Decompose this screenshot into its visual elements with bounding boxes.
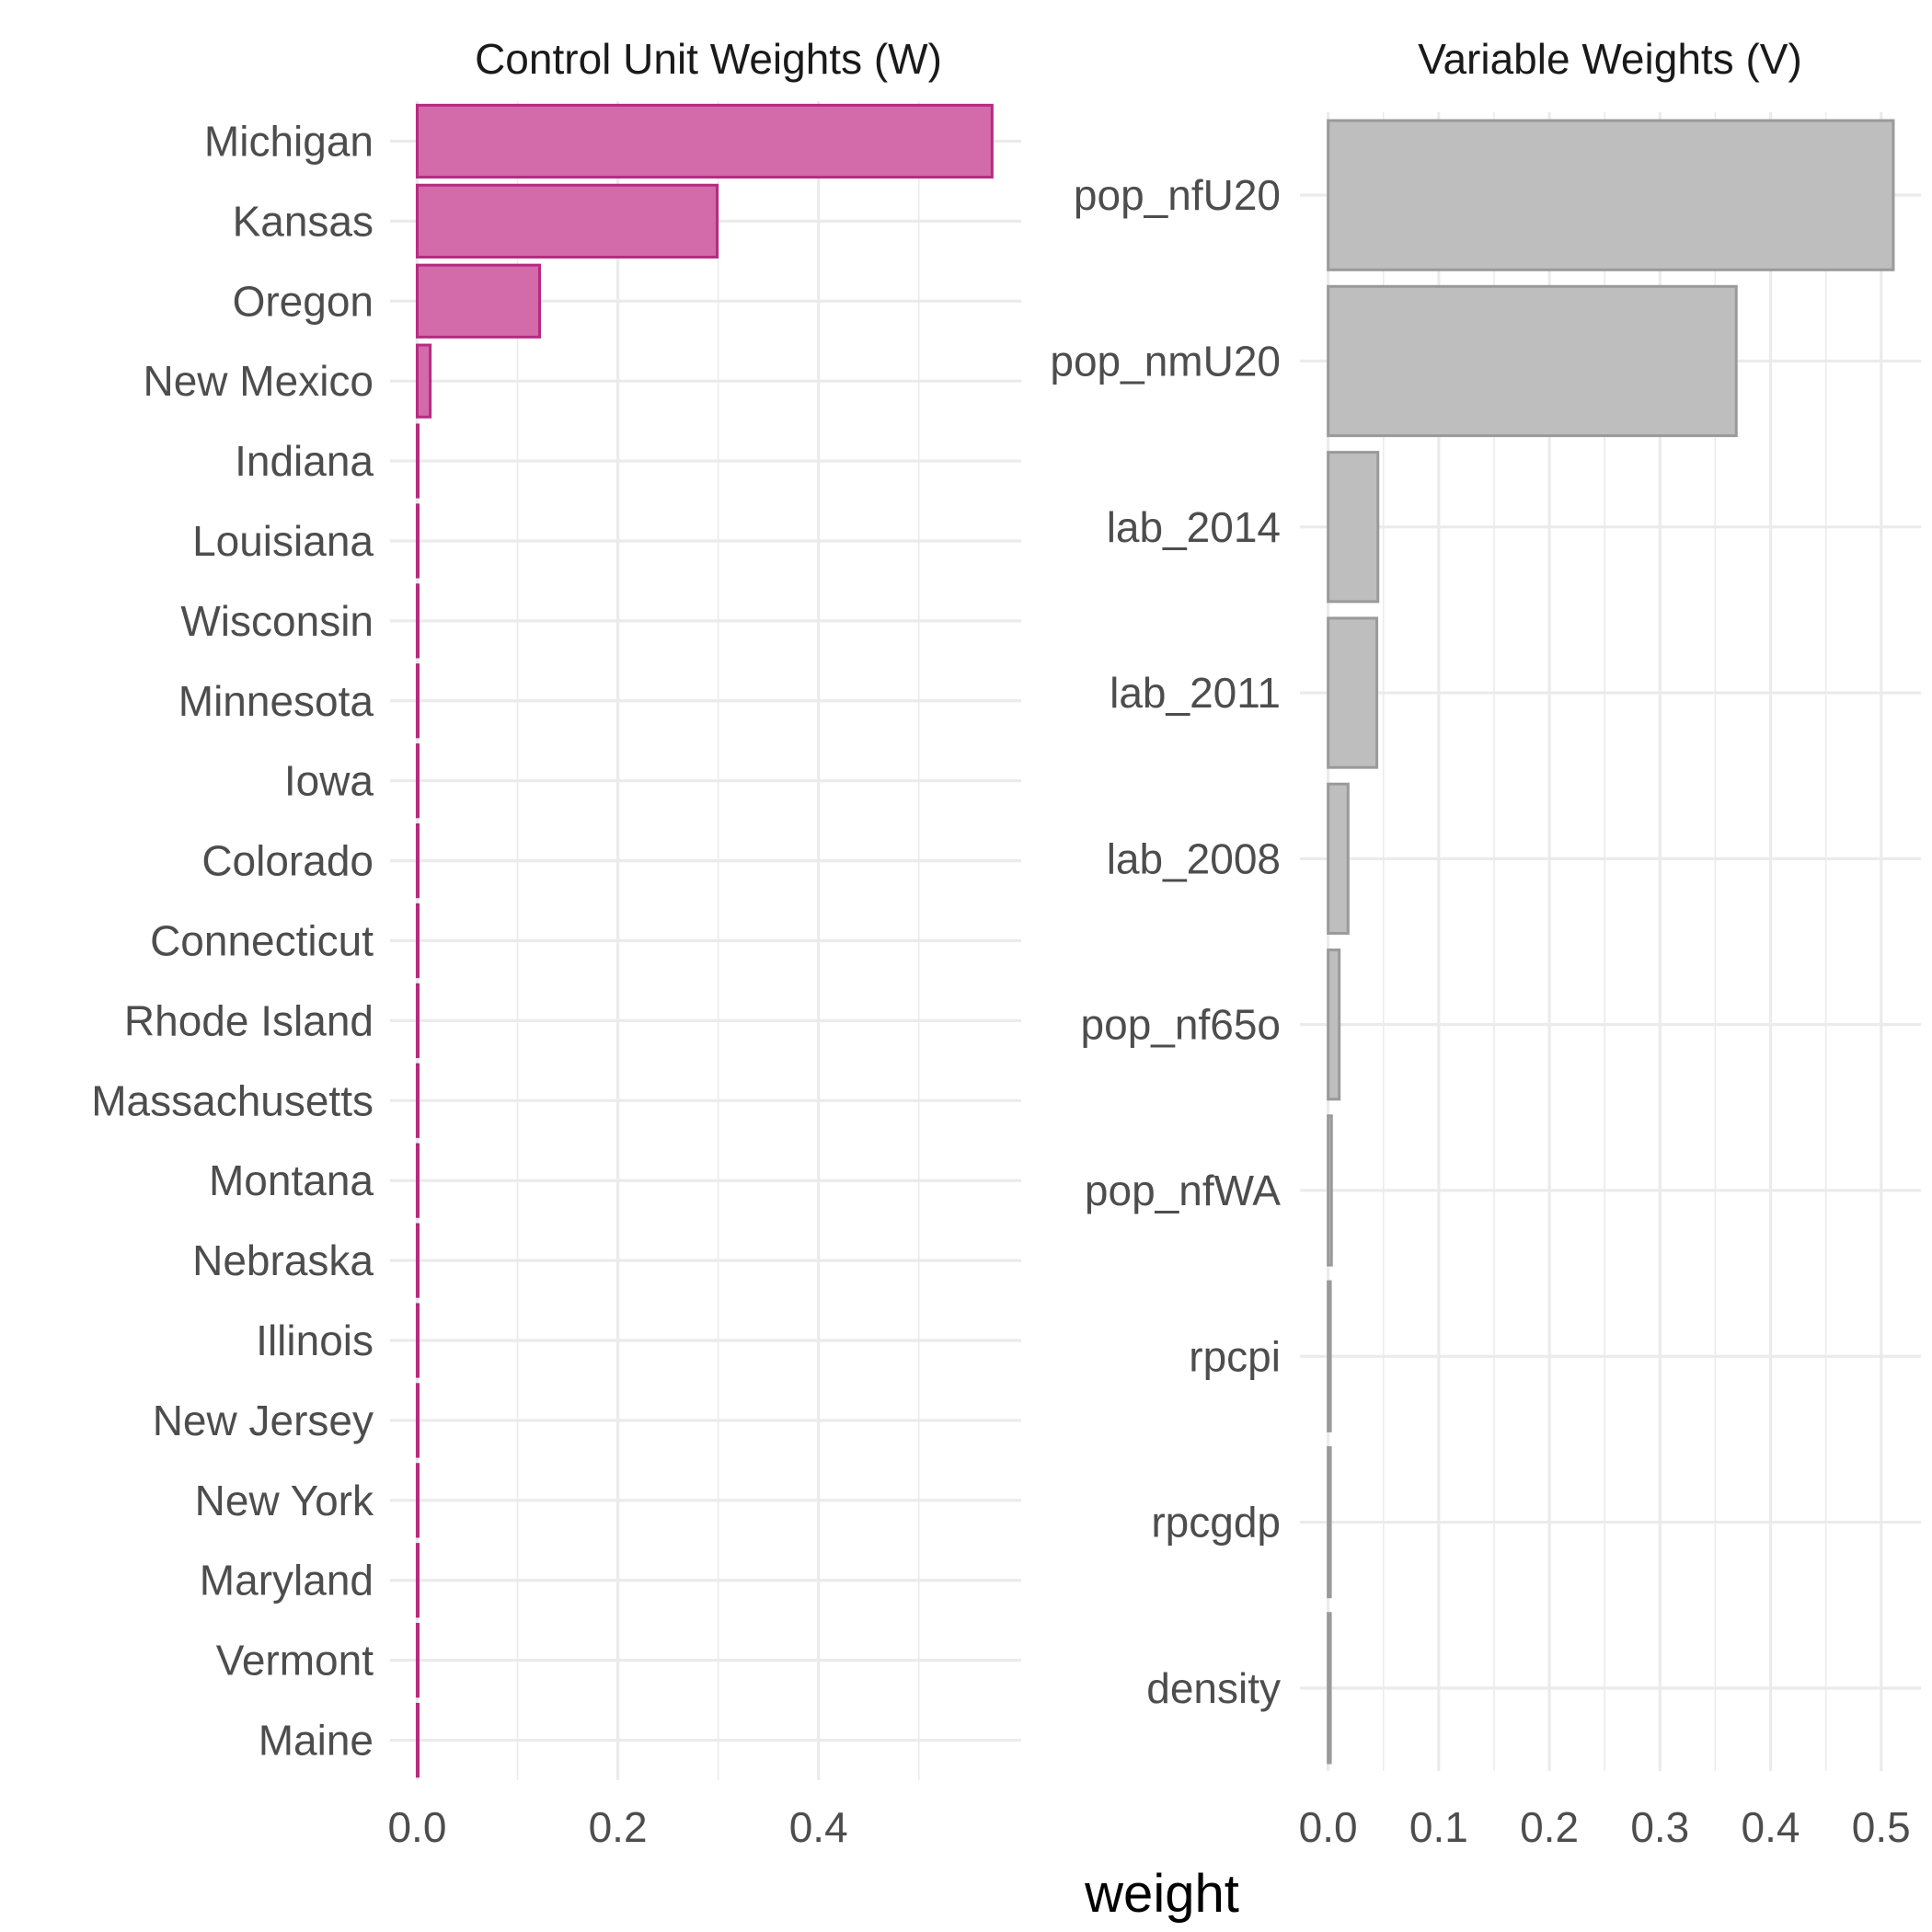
bar-rpcgdp xyxy=(1327,1445,1332,1599)
x-tick-label: 0.1 xyxy=(1409,1803,1468,1851)
category-label-montana: Montana xyxy=(209,1156,374,1204)
bar-new-jersey xyxy=(415,1383,420,1458)
bar-connecticut xyxy=(415,903,420,979)
x-tick-label: 0.0 xyxy=(1299,1803,1358,1851)
x-tick-label: 0.4 xyxy=(1742,1803,1800,1851)
category-label-vermont: Vermont xyxy=(216,1637,374,1685)
control-unit-weights-bars xyxy=(415,103,994,1778)
category-label-iowa: Iowa xyxy=(284,757,374,805)
control-unit-weights-panel: Michigan Kansas Oregon New Mexico Indiana Lou… xyxy=(91,35,1021,1851)
x-tick-label: 0.3 xyxy=(1630,1803,1689,1851)
category-label-pop-nf65o: pop_nf65o xyxy=(1081,1001,1281,1049)
variable-weights-category-labels: pop_nfU20 pop_nmU20 lab_2014 lab_2011 lab_20… xyxy=(1050,171,1281,1712)
bar-lab-2008 xyxy=(1327,782,1350,935)
bar-maryland xyxy=(415,1543,420,1618)
bar-vermont xyxy=(415,1623,420,1698)
category-label-indiana: Indiana xyxy=(235,437,374,485)
category-label-new-york: New York xyxy=(195,1477,374,1524)
category-label-pop-nfwa: pop_nfWA xyxy=(1085,1167,1281,1214)
bar-indiana xyxy=(415,423,420,499)
category-label-minnesota: Minnesota xyxy=(178,677,374,725)
category-label-kansas: Kansas xyxy=(233,197,374,245)
category-label-lab-2008: lab_2008 xyxy=(1107,834,1281,882)
category-label-nebraska: Nebraska xyxy=(192,1236,374,1284)
x-tick-label: 0.4 xyxy=(789,1803,848,1851)
bar-minnesota xyxy=(415,663,420,739)
bar-pop-nfu20 xyxy=(1327,119,1895,271)
bar-nebraska xyxy=(415,1223,420,1298)
x-tick-label: 0.5 xyxy=(1852,1803,1911,1851)
category-label-maine: Maine xyxy=(259,1717,374,1765)
category-label-maryland: Maryland xyxy=(200,1557,374,1604)
bar-lab-2014 xyxy=(1327,451,1380,604)
bar-rpcpi xyxy=(1327,1280,1332,1432)
category-label-louisiana: Louisiana xyxy=(192,517,374,565)
category-label-lab-2014: lab_2014 xyxy=(1107,503,1281,551)
bar-montana xyxy=(415,1143,420,1218)
variable-weights-title: Variable Weights (V) xyxy=(1418,35,1802,83)
control-unit-weights-title: Control Unit Weights (W) xyxy=(475,35,942,83)
category-label-new-jersey: New Jersey xyxy=(153,1397,374,1444)
bar-new-york xyxy=(415,1463,420,1538)
x-tick-label: 0.0 xyxy=(387,1803,446,1851)
bar-density xyxy=(1327,1612,1332,1765)
category-label-new-mexico: New Mexico xyxy=(143,357,374,405)
x-tick-label: 0.2 xyxy=(1520,1803,1579,1851)
control-unit-weights-category-labels: Michigan Kansas Oregon New Mexico Indiana Lou… xyxy=(91,117,374,1764)
bar-kansas xyxy=(415,183,719,259)
category-label-colorado: Colorado xyxy=(201,837,374,885)
category-label-michigan: Michigan xyxy=(204,117,374,165)
variable-weights-tick-labels: 0.0 0.1 0.2 0.3 0.4 0.5 xyxy=(1299,1803,1911,1851)
control-unit-weights-tick-labels: 0.0 0.2 0.4 xyxy=(387,1803,847,1851)
category-label-massachusetts: Massachusetts xyxy=(91,1076,374,1124)
category-label-lab-2011: lab_2011 xyxy=(1110,669,1281,717)
variable-weights-panel: pop_nfU20 pop_nmU20 lab_2014 lab_2011 lab_20… xyxy=(1050,35,1921,1851)
bar-maine xyxy=(415,1702,420,1778)
bar-rhode-island xyxy=(415,983,420,1059)
bar-new-mexico xyxy=(415,343,432,419)
bar-pop-nf65o xyxy=(1327,949,1341,1101)
bar-pop-nmu20 xyxy=(1327,284,1738,438)
bar-colorado xyxy=(415,822,420,899)
bar-lab-2011 xyxy=(1327,616,1379,769)
category-label-illinois: Illinois xyxy=(256,1317,374,1364)
bar-michigan xyxy=(415,103,994,179)
category-label-rpcpi: rpcpi xyxy=(1189,1332,1281,1380)
bar-massachusetts xyxy=(415,1063,420,1138)
category-label-pop-nfu20: pop_nfU20 xyxy=(1074,171,1281,219)
category-label-pop-nmu20: pop_nmU20 xyxy=(1050,337,1281,385)
category-label-density: density xyxy=(1146,1664,1281,1712)
bar-oregon xyxy=(415,263,542,339)
x-tick-label: 0.2 xyxy=(589,1803,648,1851)
bar-wisconsin xyxy=(415,583,420,659)
bar-illinois xyxy=(415,1303,420,1378)
category-label-connecticut: Connecticut xyxy=(150,917,374,965)
category-label-rpcgdp: rpcgdp xyxy=(1151,1499,1281,1547)
category-label-rhode-island: Rhode Island xyxy=(124,996,374,1044)
variable-weights-bars xyxy=(1327,119,1895,1765)
category-label-oregon: Oregon xyxy=(233,277,374,325)
bar-pop-nfwa xyxy=(1327,1114,1333,1267)
bar-louisiana xyxy=(415,503,420,579)
x-axis-title: weight xyxy=(1084,1864,1239,1924)
category-label-wisconsin: Wisconsin xyxy=(180,597,374,645)
bar-iowa xyxy=(415,743,420,819)
